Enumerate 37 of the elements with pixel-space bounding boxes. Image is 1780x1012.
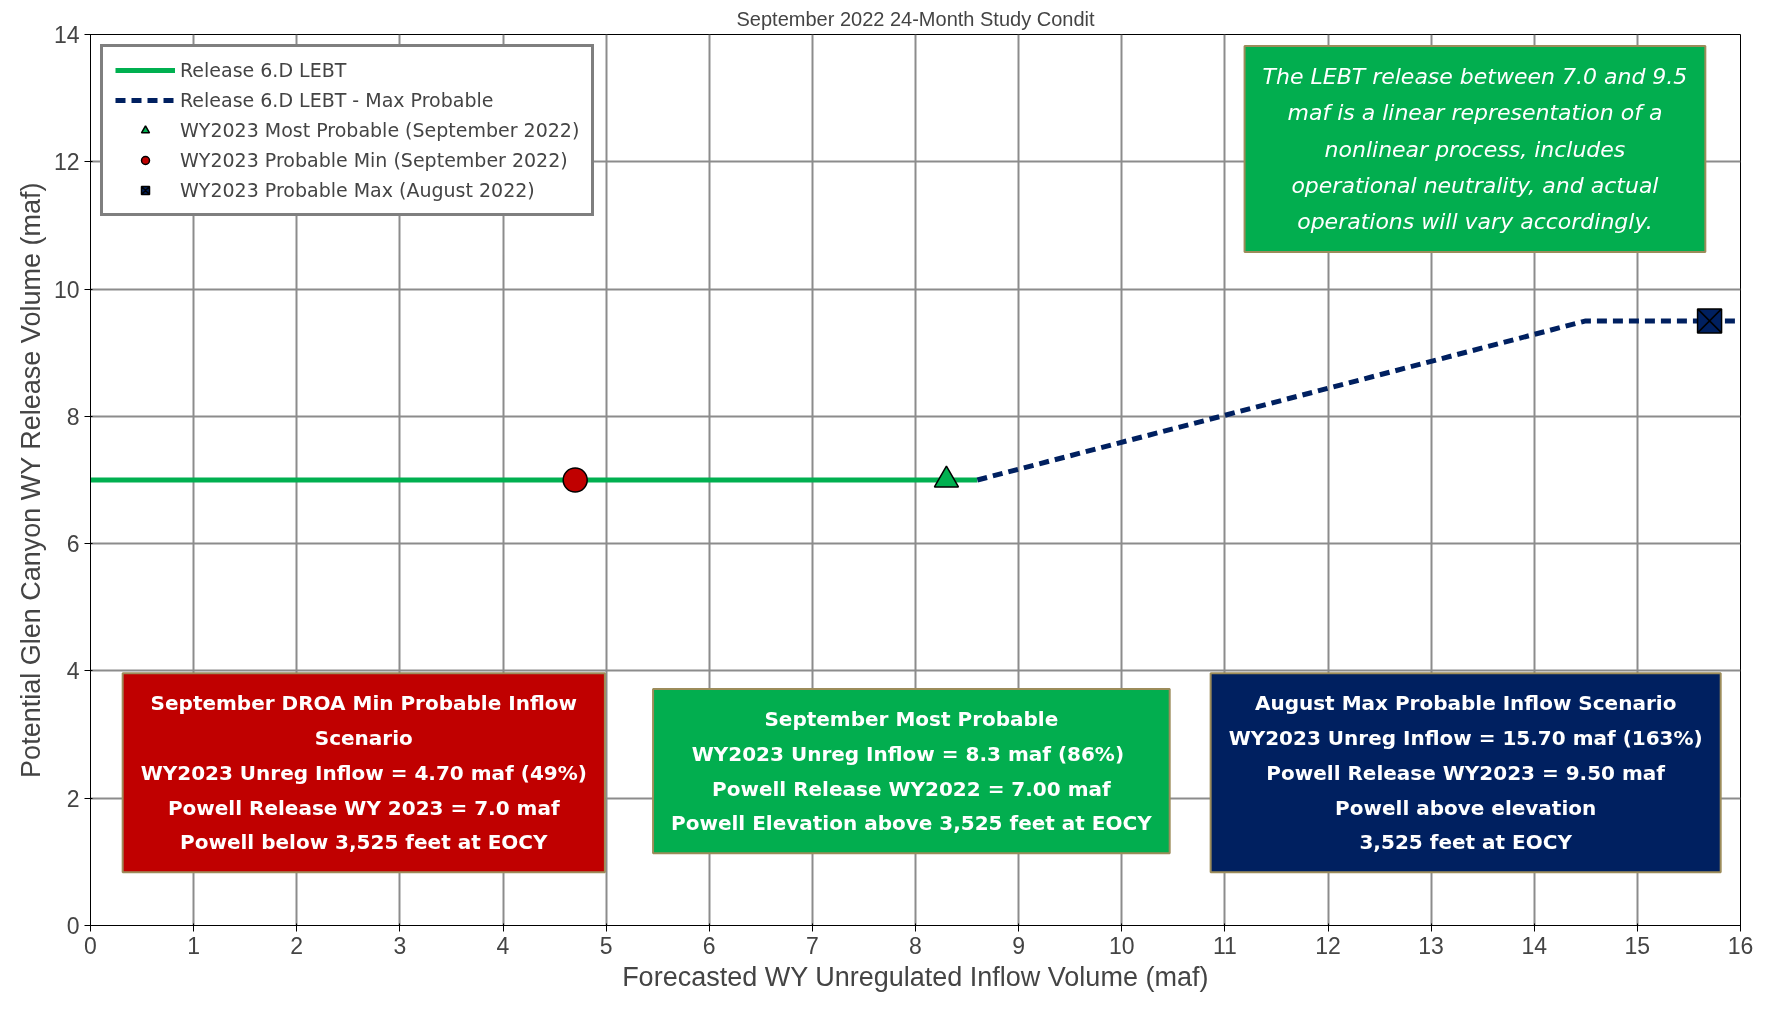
legend-label: WY2023 Most Probable (September 2022) xyxy=(180,119,580,141)
annotation: The LEBT release between 7.0 and 9.5 maf is a linear representation of a nonlinear process, includes operational neutrality, and actual operations will vary accordingly. xyxy=(1262,64,1688,235)
y-tick-label: 4 xyxy=(66,658,80,685)
x-tick-label: 16 xyxy=(1727,932,1754,959)
annotation: August Max Probable Inflow Scenario WY2023 Unreg Inflow = 15.70 maf (163%) Powell Release WY2023 = 9.50 maf Powell above elevation 3,525 feet at EOCY xyxy=(1228,691,1703,855)
x-tick-label: 11 xyxy=(1212,932,1237,959)
annotation: September DROA Min Probable Inflow Scenario WY2023 Unreg Inflow = 4.70 maf (49%) Powell Release WY 2023 = 7.0 maf Powell below 3,525 feet at EOCY xyxy=(140,691,587,855)
x-tick-label: 7 xyxy=(805,932,819,959)
x-tick-label: 1 xyxy=(187,932,201,959)
x-tick-label: 12 xyxy=(1315,932,1341,959)
y-axis-title: Potential Glen Canyon WY Release Volume (maf) xyxy=(15,182,46,778)
y-tick-label: 14 xyxy=(53,22,80,48)
chart-title: September 2022 24-Month Study Condit xyxy=(736,7,1095,30)
x-tick-label: 6 xyxy=(702,932,716,959)
y-tick-label: 10 xyxy=(53,276,80,303)
x-axis-title: Forecasted WY Unregulated Inflow Volume (maf) xyxy=(622,961,1209,992)
x-tick-label: 4 xyxy=(496,932,510,959)
x-tick-label: 9 xyxy=(1012,932,1026,959)
x-tick-label: 3 xyxy=(393,932,407,959)
x-tick-label: 0 xyxy=(84,932,97,959)
x-tick-label: 14 xyxy=(1521,932,1548,959)
legend-label: WY2023 Probable Min (September 2022) xyxy=(180,149,568,171)
x-tick-label: 13 xyxy=(1418,932,1444,959)
x-tick-label: 5 xyxy=(599,932,613,959)
y-tick-label: 8 xyxy=(66,403,80,430)
y-tick-label: 6 xyxy=(66,531,80,558)
y-tick-label: 0 xyxy=(66,913,80,939)
y-tick-label: 2 xyxy=(66,785,80,812)
x-tick-label: 8 xyxy=(909,932,922,959)
x-tick-label: 15 xyxy=(1624,932,1651,959)
legend-label: WY2023 Probable Max (August 2022) xyxy=(180,179,535,201)
legend-label: Release 6.D LEBT - Max Probable xyxy=(180,89,494,111)
x-tick-label: 2 xyxy=(290,932,304,959)
annotation: September Most Probable WY2023 Unreg Inflow = 8.3 maf (86%) Powell Release WY2022 = 7.00 maf Powell Elevation above 3,525 feet at EOCY xyxy=(671,706,1153,836)
legend-label: Release 6.D LEBT xyxy=(180,59,347,81)
x-tick-label: 10 xyxy=(1108,932,1135,959)
y-tick-label: 12 xyxy=(53,149,80,176)
